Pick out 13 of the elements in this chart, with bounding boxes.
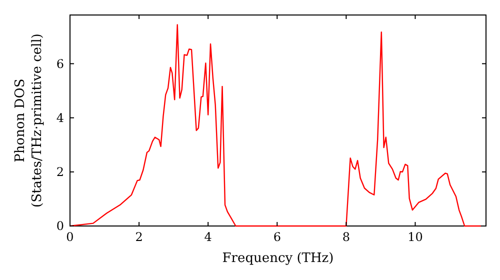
y-tick-label: 2 <box>56 165 64 180</box>
x-tick-label: 10 <box>408 230 423 244</box>
line-series <box>69 24 482 227</box>
y-tick-label: 6 <box>56 56 64 71</box>
y-tick-label: 4 <box>56 110 64 125</box>
x-axis-title: Frequency (THz) <box>222 251 334 266</box>
x-tick-label: 2 <box>135 230 143 244</box>
x-tick-label: 8 <box>342 230 350 244</box>
x-tick-label: 6 <box>273 230 281 244</box>
y-tick-label: 0 <box>56 219 64 234</box>
x-tick-label: 0 <box>66 230 74 244</box>
y-axis-title: Phonon DOS (States/THz·primitive cell) <box>13 33 45 208</box>
x-tick-label: 4 <box>204 230 212 244</box>
